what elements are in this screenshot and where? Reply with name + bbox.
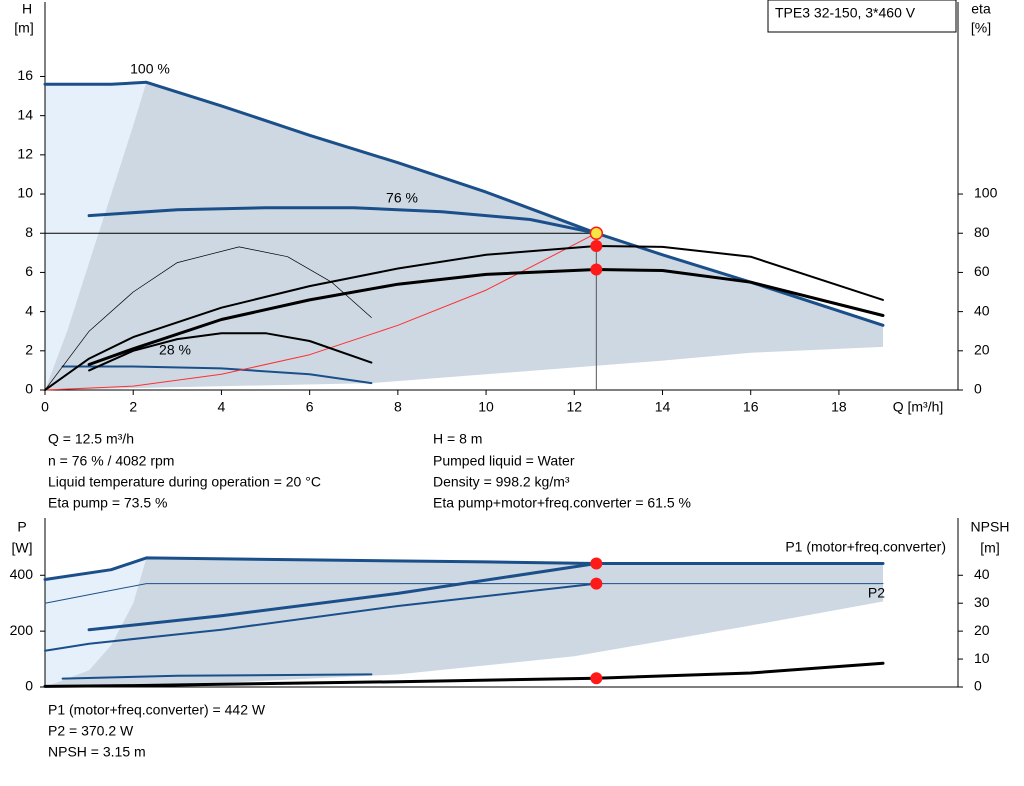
- x-tick-label: 10: [478, 399, 494, 415]
- title: TPE3 32-150, 3*460 V: [775, 5, 916, 21]
- chart-panel: 0 200 400 0 10 20 30 40 P [W] NPSH [m] P1 (motor+fre…: [10, 518, 1010, 694]
- operating-point: [590, 239, 603, 252]
- y-tick-label: 14: [17, 106, 33, 122]
- y2-tick-label: 30: [974, 594, 990, 610]
- x-tick-label: 14: [655, 399, 671, 415]
- info: Eta pump+motor+freq.converter = 61.5 %: [433, 495, 691, 511]
- x-tick-label: 12: [566, 399, 582, 415]
- y2-tick-label: 40: [974, 302, 990, 318]
- axis-label: [m]: [14, 20, 33, 36]
- curve: [44, 583, 884, 604]
- axis-label: P: [17, 519, 26, 535]
- y2-tick-label: 60: [974, 263, 990, 279]
- range-area: [45, 557, 883, 687]
- x-tick-label: 18: [831, 399, 847, 415]
- axis-label: eta: [971, 1, 991, 17]
- y-tick-label: 4: [25, 302, 33, 318]
- axis-label: [m]: [980, 540, 999, 556]
- curve: [61, 673, 373, 680]
- info: P1 (motor+freq.converter) = 442 W: [48, 702, 266, 718]
- x-tick-label: 0: [41, 399, 49, 415]
- axis-label: [%]: [971, 20, 991, 36]
- y2-tick-label: 0: [974, 678, 982, 694]
- curve: [87, 562, 598, 632]
- curve: [43, 80, 885, 327]
- operating-point: [590, 577, 603, 590]
- y2-tick-label: 20: [974, 342, 990, 358]
- info: NPSH = 3.15 m: [48, 744, 146, 760]
- curve-label: 76 %: [386, 190, 418, 206]
- info: Q = 12.5 m³/h: [48, 431, 134, 447]
- curve: [44, 246, 372, 391]
- axis-label: [W]: [12, 540, 33, 556]
- info: n = 76 % / 4082 rpm: [48, 453, 174, 469]
- y2-tick-label: 0: [974, 381, 982, 397]
- x-tick-label: 8: [394, 399, 402, 415]
- y-tick-label: 2: [25, 342, 33, 358]
- x-tick-label: 6: [306, 399, 314, 415]
- curve: [87, 206, 598, 235]
- curve: [44, 582, 598, 652]
- curve-label: P2: [868, 585, 885, 601]
- curve-label: 28 %: [159, 342, 191, 358]
- axis-label: H: [22, 1, 32, 17]
- y-tick-label: 12: [17, 146, 33, 162]
- axis-label: Q [m³/h]: [893, 399, 944, 415]
- curve: [43, 661, 885, 688]
- y-tick-label: 400: [10, 566, 34, 582]
- curve: [61, 365, 373, 385]
- axis-label: NPSH: [971, 519, 1010, 535]
- curve: [44, 245, 884, 391]
- y-tick-label: 8: [25, 224, 33, 240]
- info: Density = 998.2 kg/m³: [433, 474, 570, 490]
- y2-tick-label: 100: [974, 185, 998, 201]
- curve: [43, 556, 885, 581]
- y2-tick-label: 20: [974, 622, 990, 638]
- info: Eta pump = 73.5 %: [48, 495, 167, 511]
- operating-point: [590, 557, 603, 570]
- y2-tick-label: 40: [974, 566, 990, 582]
- curve: [44, 232, 597, 391]
- info: Liquid temperature during operation = 20…: [48, 474, 321, 490]
- range-area: [45, 557, 147, 687]
- x-tick-label: 2: [129, 399, 137, 415]
- y2-tick-label: 10: [974, 650, 990, 666]
- info: H = 8 m: [433, 431, 482, 447]
- y2-tick-label: 80: [974, 224, 990, 240]
- title-box: [767, 0, 957, 33]
- info: Pumped liquid = Water: [433, 453, 575, 469]
- info: P2 = 370.2 W: [48, 723, 134, 739]
- range-area: [45, 82, 147, 391]
- y-tick-label: 0: [25, 678, 33, 694]
- curve-label: P1 (motor+freq.converter): [785, 539, 946, 555]
- curve: [88, 332, 373, 372]
- y-tick-label: 10: [17, 185, 33, 201]
- y-tick-label: 16: [17, 67, 33, 83]
- chart-panel: 0 2 4 6 8 10 12 14 16 0 20 40 60 80 100 0 2 4 6 8 10 12 14 16 18…: [14, 1, 997, 415]
- y-tick-label: 0: [25, 381, 33, 397]
- curve-label: 100 %: [130, 61, 170, 77]
- x-tick-label: 4: [218, 399, 226, 415]
- operating-point: [589, 226, 604, 240]
- y-tick-label: 200: [10, 622, 34, 638]
- x-tick-label: 16: [743, 399, 759, 415]
- y-tick-label: 6: [25, 263, 33, 279]
- operating-point: [590, 263, 603, 276]
- curve: [87, 268, 885, 366]
- operating-point: [590, 672, 603, 685]
